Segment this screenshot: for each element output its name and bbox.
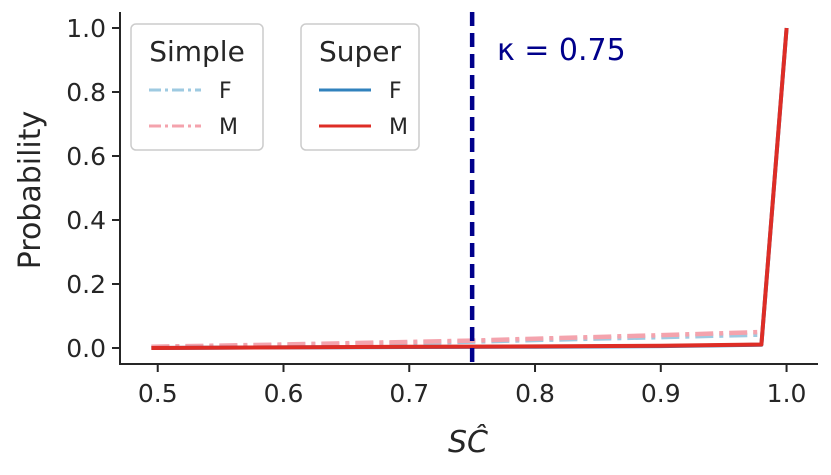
y-tick-label: 0.6 bbox=[66, 142, 106, 171]
legend-title: Simple bbox=[149, 35, 245, 68]
x-tick-label: 0.9 bbox=[641, 379, 681, 408]
legend-frame bbox=[300, 23, 420, 151]
kappa-annotation: κ = 0.75 bbox=[497, 33, 626, 68]
legend-frame bbox=[130, 23, 264, 151]
axes-layer: 0.5 0.6 0.7 0.8 0.9 1.0 0.0 0.2 0.4 0.6 0.8 1.0 bbox=[66, 12, 818, 408]
y-tick-label: 0.4 bbox=[66, 206, 106, 235]
x-tick-label: 0.8 bbox=[515, 379, 555, 408]
x-tick-label: 0.7 bbox=[389, 379, 429, 408]
legend-label: M bbox=[389, 115, 408, 140]
y-axis-label: Probability bbox=[13, 111, 48, 270]
x-axis-label: SĈ bbox=[448, 423, 488, 460]
legend-simple: Simple FM bbox=[130, 23, 264, 151]
legend-super: Super FM bbox=[300, 23, 420, 151]
x-tick-label: 0.6 bbox=[264, 379, 304, 408]
y-tick-label: 0.0 bbox=[66, 334, 106, 363]
series-line-super_M bbox=[151, 27, 789, 350]
y-tick-label: 0.8 bbox=[66, 78, 106, 107]
x-tick-label: 1.0 bbox=[767, 379, 807, 408]
y-tick-label: 0.2 bbox=[66, 270, 106, 299]
legend-title: Super bbox=[319, 35, 402, 68]
x-tick-label: 0.5 bbox=[138, 379, 178, 408]
legend-label: F bbox=[389, 79, 402, 104]
y-tick-label: 1.0 bbox=[66, 14, 106, 43]
legend-label: F bbox=[219, 79, 232, 104]
legend-label: M bbox=[219, 115, 238, 140]
